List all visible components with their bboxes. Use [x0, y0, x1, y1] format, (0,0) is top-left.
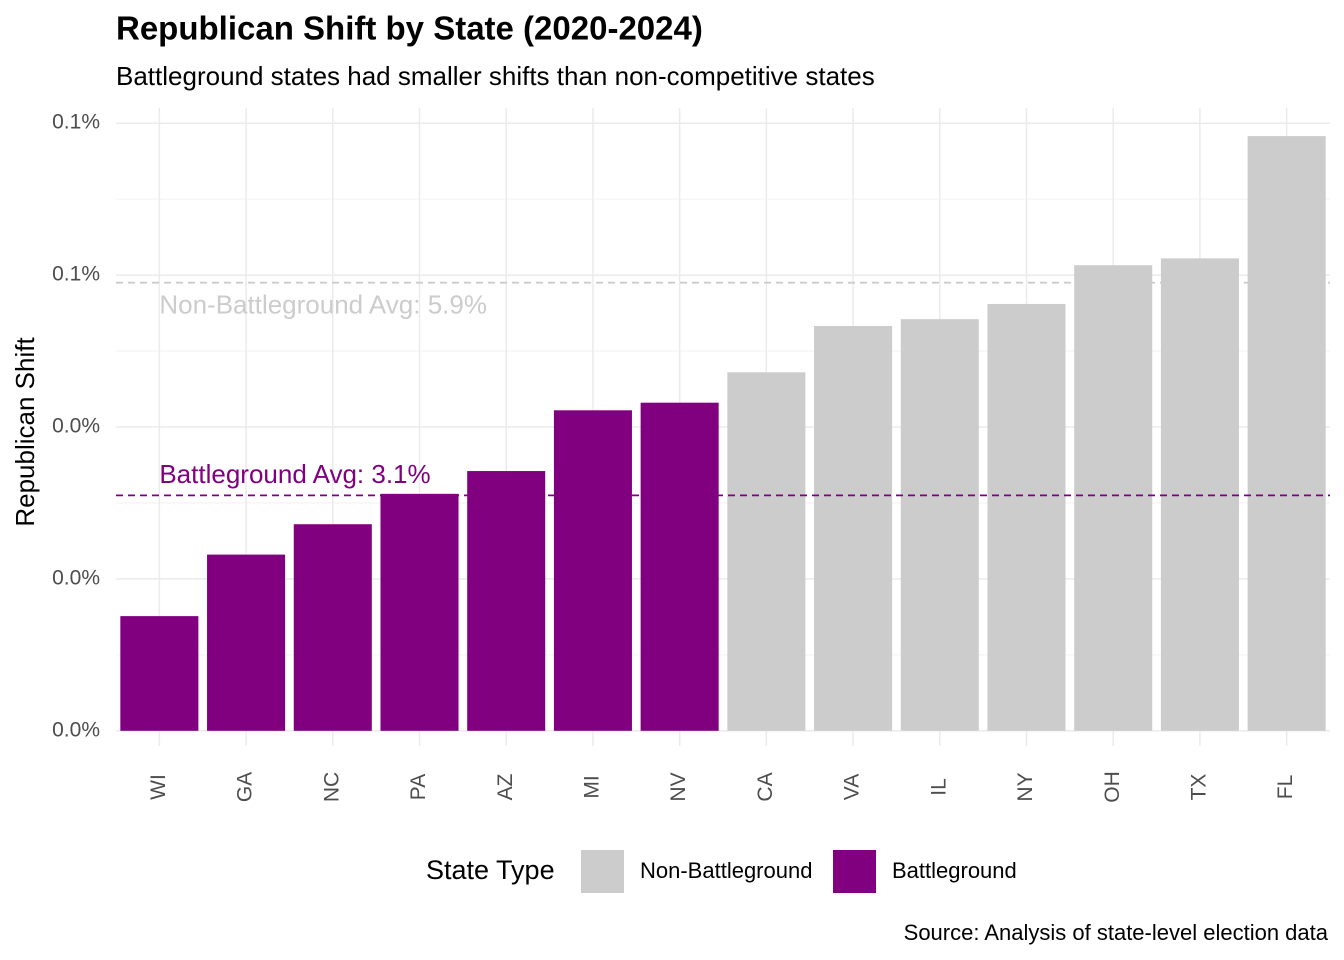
legend-label: Battleground	[892, 858, 1017, 883]
chart-title: Republican Shift by State (2020-2024)	[116, 10, 703, 47]
y-axis-title: Republican Shift	[10, 337, 40, 527]
legend-swatch	[833, 850, 876, 893]
legend-title: State Type	[426, 855, 555, 885]
x-tick-label: OH	[1101, 771, 1124, 803]
x-tick-label: MI	[580, 775, 603, 798]
x-tick-label: TX	[1187, 774, 1210, 801]
x-tick-label: FL	[1274, 775, 1297, 800]
bar	[727, 372, 806, 731]
y-tick-label: 0.1%	[52, 111, 100, 134]
reference-label: Battleground Avg: 3.1%	[159, 459, 430, 489]
bar	[814, 325, 893, 731]
x-tick-label: CA	[754, 772, 777, 801]
bar	[1074, 265, 1153, 731]
bar	[987, 303, 1066, 731]
y-tick-label: 0.0%	[52, 566, 100, 589]
bar	[640, 402, 719, 731]
y-tick-label: 0.0%	[52, 415, 100, 438]
x-tick-label: NV	[667, 772, 690, 801]
x-tick-label: WI	[147, 774, 170, 800]
chart-subtitle: Battleground states had smaller shifts t…	[116, 61, 875, 91]
x-tick-label: GA	[234, 772, 257, 802]
x-tick-label: IL	[927, 778, 950, 796]
caption: Source: Analysis of state-level election…	[904, 920, 1329, 945]
legend-swatch	[581, 850, 624, 893]
x-tick-label: NY	[1014, 772, 1037, 801]
x-tick-label: NC	[320, 772, 343, 802]
bar	[293, 524, 372, 731]
bar	[1247, 136, 1326, 731]
legend-label: Non-Battleground	[640, 858, 812, 883]
bar	[467, 471, 546, 731]
y-tick-label: 0.0%	[52, 718, 100, 741]
bar	[380, 493, 459, 731]
x-tick-label: PA	[407, 774, 430, 800]
bar	[553, 410, 632, 731]
bar	[120, 616, 199, 731]
x-tick-label: VA	[841, 774, 864, 800]
bar	[207, 554, 286, 731]
y-tick-label: 0.1%	[52, 263, 100, 286]
bar	[900, 319, 979, 731]
reference-label: Non-Battleground Avg: 5.9%	[159, 290, 487, 320]
x-tick-label: AZ	[494, 773, 517, 800]
